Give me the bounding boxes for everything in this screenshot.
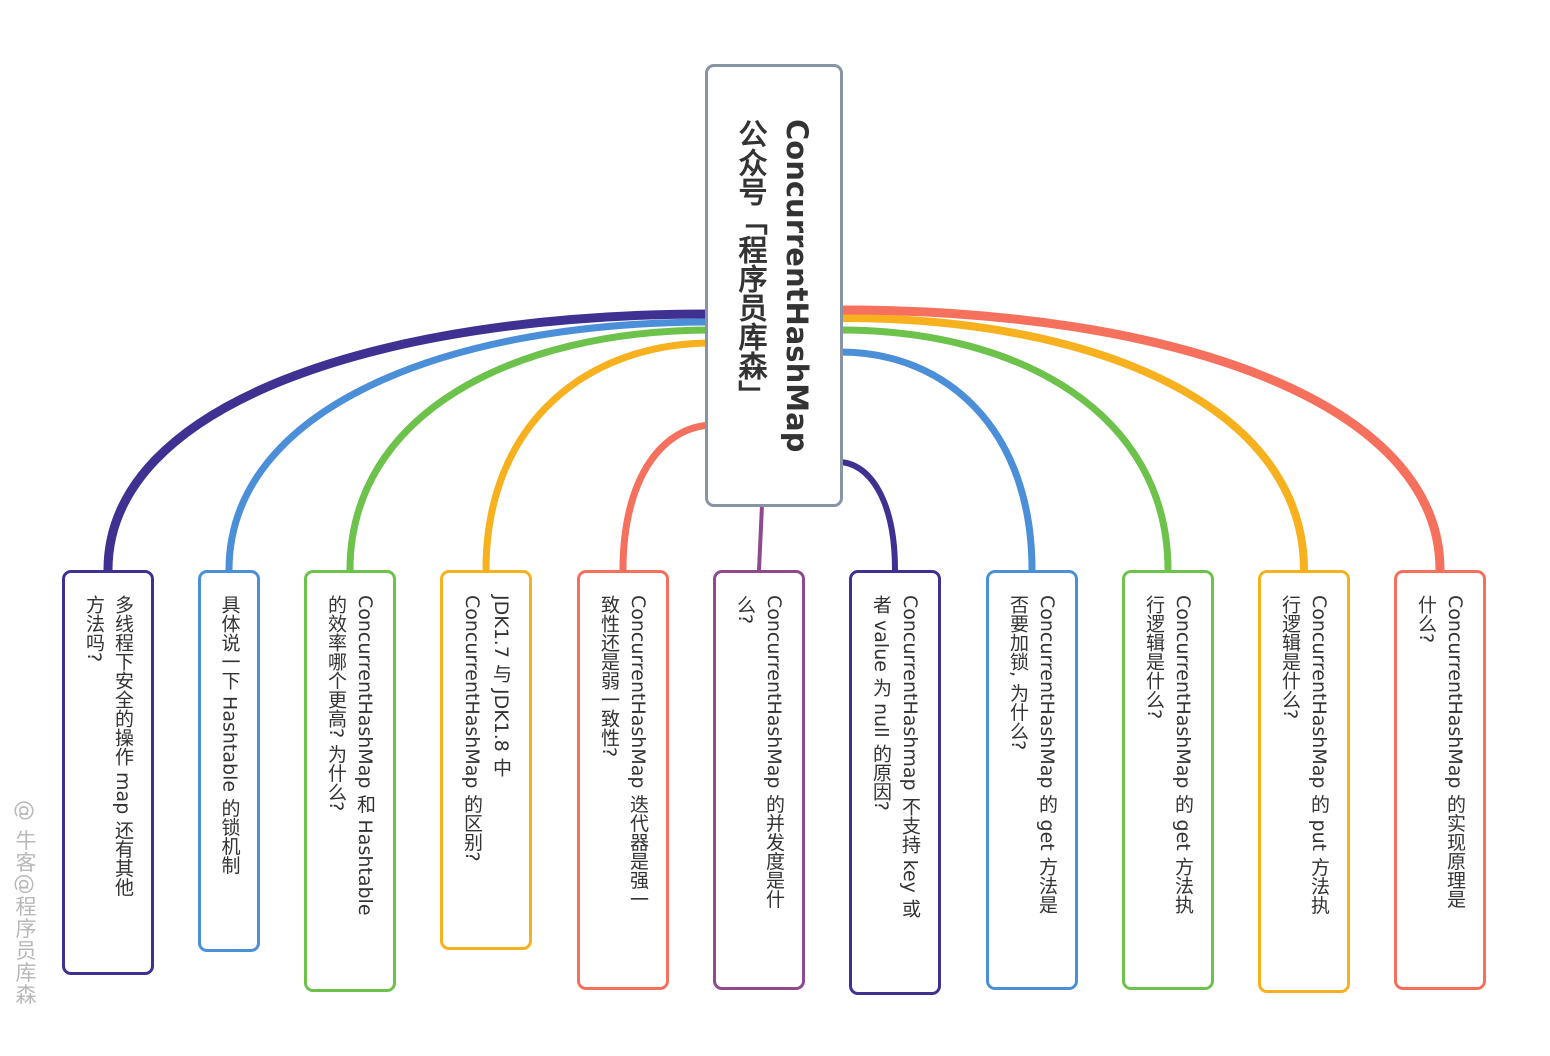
topic-text: ConcurrentHashMap 和 Hashtable 的效率哪个更高? 为什… bbox=[321, 595, 379, 916]
topic-node-6[interactable]: ConcurrentHashMap 的并发度是什 么? bbox=[713, 570, 805, 990]
topic-node-9[interactable]: ConcurrentHashMap 的 get 方法执 行逻辑是什么? bbox=[1122, 570, 1214, 990]
topic-line-2: 么? bbox=[734, 595, 756, 625]
topic-text: ConcurrentHashMap 的实现原理是 什么? bbox=[1411, 595, 1469, 908]
topic-line-2: 致性还是弱一致性? bbox=[598, 595, 620, 758]
connector-6 bbox=[757, 503, 764, 572]
topic-text: ConcurrentHashMap 迭代器是强一 致性还是弱一致性? bbox=[594, 595, 652, 908]
connector-11 bbox=[837, 305, 1445, 575]
connector-1 bbox=[103, 309, 715, 575]
connector-3 bbox=[346, 326, 716, 574]
topic-text: ConcurrentHashMap 的 get 方法执 行逻辑是什么? bbox=[1139, 595, 1197, 914]
connector-5 bbox=[619, 421, 718, 574]
topic-line-2: 什么? bbox=[1415, 595, 1437, 644]
topic-text: ConcurrentHashmap 不支持 key 或者 value 为 nul… bbox=[866, 595, 924, 918]
topic-line-2: 行逻辑是什么? bbox=[1279, 595, 1301, 720]
topic-line-1: ConcurrentHashMap 的实现原理是 bbox=[1444, 595, 1466, 909]
topic-text: ConcurrentHashMap 的 put 方法执 行逻辑是什么? bbox=[1275, 595, 1333, 914]
topic-line-1: ConcurrentHashMap 的并发度是什 bbox=[763, 595, 785, 909]
topic-line-1: ConcurrentHashMap 迭代器是强一 bbox=[627, 595, 649, 909]
topic-text: JDK1.7 与 JDK1.8 中 ConcurrentHashMap 的区别? bbox=[457, 595, 515, 862]
connector-4 bbox=[482, 339, 716, 574]
topic-text: 具体说一下 Hashtable 的锁机制 bbox=[215, 595, 244, 874]
connector-7 bbox=[835, 459, 898, 573]
topic-line-1: ConcurrentHashMap 的 get 方法是 bbox=[1036, 595, 1058, 914]
topic-line-2: 方法吗? bbox=[83, 595, 105, 663]
topic-node-7[interactable]: ConcurrentHashmap 不支持 key 或者 value 为 nul… bbox=[849, 570, 941, 995]
topic-line-2: 否要加锁, 为什么? bbox=[1007, 595, 1029, 751]
topic-line-1: JDK1.7 与 JDK1.8 中 bbox=[490, 595, 512, 777]
topic-node-2[interactable]: 具体说一下 Hashtable 的锁机制 bbox=[198, 570, 260, 952]
connector-10 bbox=[838, 314, 1308, 574]
connector-2 bbox=[225, 318, 714, 574]
root-title: ConcurrentHashMap bbox=[780, 118, 814, 453]
topic-line-2: 行逻辑是什么? bbox=[1143, 595, 1165, 720]
topic-line-2: ConcurrentHashMap 的区别? bbox=[461, 595, 483, 862]
topic-line-1: ConcurrentHashMap 的 get 方法执 bbox=[1172, 595, 1194, 914]
topic-line-2: 的效率哪个更高? 为什么? bbox=[325, 595, 347, 812]
topic-text: ConcurrentHashMap 的并发度是什 么? bbox=[730, 595, 788, 908]
topic-line-1: 多线程下安全的操作 map 还有其他 bbox=[112, 595, 134, 897]
topic-line-1: 具体说一下 Hashtable 的锁机制 bbox=[218, 595, 241, 875]
topic-node-5[interactable]: ConcurrentHashMap 迭代器是强一 致性还是弱一致性? bbox=[577, 570, 669, 990]
topic-text: 多线程下安全的操作 map 还有其他 方法吗? bbox=[79, 595, 137, 896]
topic-node-8[interactable]: ConcurrentHashMap 的 get 方法是 否要加锁, 为什么? bbox=[986, 570, 1078, 990]
topic-node-3[interactable]: ConcurrentHashMap 和 Hashtable 的效率哪个更高? 为什… bbox=[304, 570, 396, 992]
topic-node-1[interactable]: 多线程下安全的操作 map 还有其他 方法吗? bbox=[62, 570, 154, 975]
watermark: @ 牛客@程序员库森 bbox=[13, 800, 37, 1006]
topic-line-2: 者 value 为 null 的原因? bbox=[870, 595, 892, 811]
root-subtitle: 公众号「程序员库森」 bbox=[734, 118, 768, 409]
root-node[interactable]: ConcurrentHashMap 公众号「程序员库森」 bbox=[705, 64, 843, 507]
topic-node-10[interactable]: ConcurrentHashMap 的 put 方法执 行逻辑是什么? bbox=[1258, 570, 1350, 993]
connector-8 bbox=[836, 348, 1036, 574]
topic-text: ConcurrentHashMap 的 get 方法是 否要加锁, 为什么? bbox=[1003, 595, 1061, 914]
topic-line-1: ConcurrentHashMap 和 Hashtable bbox=[354, 595, 376, 916]
topic-node-4[interactable]: JDK1.7 与 JDK1.8 中 ConcurrentHashMap 的区别? bbox=[440, 570, 532, 950]
topic-line-1: ConcurrentHashMap 的 put 方法执 bbox=[1308, 595, 1330, 915]
topic-node-11[interactable]: ConcurrentHashMap 的实现原理是 什么? bbox=[1394, 570, 1486, 990]
topic-line-1: ConcurrentHashmap 不支持 key 或 bbox=[899, 595, 921, 918]
connector-9 bbox=[836, 326, 1172, 574]
